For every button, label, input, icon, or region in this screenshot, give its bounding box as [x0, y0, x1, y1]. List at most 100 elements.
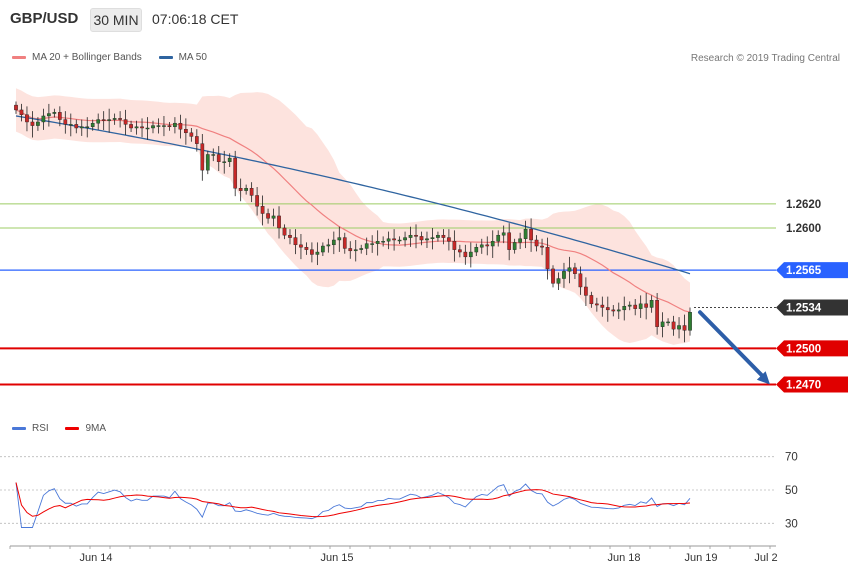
top-bar: GBP/USD 30 MIN 07:06:18 CET	[0, 0, 850, 40]
candle-body	[68, 124, 73, 126]
candle	[452, 230, 457, 262]
candle-body	[436, 234, 440, 238]
candle	[107, 108, 111, 133]
candle-body	[211, 154, 216, 156]
candle-body	[288, 234, 292, 238]
candle-body	[184, 128, 188, 134]
candle	[299, 233, 303, 260]
candle	[68, 113, 73, 137]
copyright-text: Research © 2019 Trading Central	[690, 53, 840, 64]
candle	[123, 109, 128, 135]
legend-rsi-ma-label: 9MA	[85, 423, 107, 434]
candle	[578, 266, 583, 295]
candle-body	[644, 303, 649, 308]
candle-body	[496, 234, 501, 242]
candle	[255, 187, 259, 216]
candle	[430, 227, 435, 250]
ma20-line	[15, 109, 691, 313]
candle-body	[293, 237, 298, 246]
candle-body	[370, 243, 375, 245]
candle-body	[282, 227, 287, 236]
level-lines	[0, 203, 776, 386]
legend-ma50-swatch	[158, 55, 173, 59]
price-label-tag	[776, 376, 848, 393]
candle	[233, 150, 238, 197]
candle	[364, 237, 369, 256]
candle-body	[14, 104, 18, 111]
legend-rsi-label: RSI	[32, 423, 49, 434]
candle-body	[660, 321, 665, 327]
candle	[167, 121, 172, 131]
candle	[479, 238, 484, 254]
candle	[282, 224, 287, 240]
candle	[655, 292, 659, 335]
candle	[85, 117, 90, 138]
candle-body	[425, 238, 429, 241]
candle	[627, 301, 632, 311]
candle-body	[227, 157, 232, 162]
price-label-text: 1.2620	[786, 199, 821, 211]
candle	[222, 150, 227, 174]
candle	[326, 238, 331, 253]
price-label-text: 1.2534	[786, 302, 822, 314]
candle	[30, 111, 35, 138]
candle	[584, 277, 588, 306]
candle	[677, 317, 681, 339]
candle	[573, 262, 577, 280]
candle-body	[556, 278, 561, 284]
candle	[408, 226, 413, 247]
candle-body	[529, 228, 533, 241]
candle	[562, 262, 566, 288]
candle-body	[47, 113, 51, 117]
candle	[96, 113, 101, 130]
candle	[671, 315, 676, 336]
candle	[496, 230, 501, 247]
candle-body	[277, 215, 281, 229]
candle-body	[331, 239, 336, 246]
candle-body	[485, 244, 490, 247]
candle-body	[441, 234, 446, 238]
candle	[501, 225, 506, 244]
price-label: 1.2600	[786, 223, 821, 235]
candle-body	[567, 267, 572, 272]
symbol-title: GBP/USD	[10, 10, 79, 27]
candle-body	[266, 213, 270, 219]
x-tick-label: Jun 19	[684, 552, 717, 564]
candle	[507, 223, 512, 261]
candle	[397, 236, 402, 244]
candle-body	[205, 154, 210, 171]
candle-body	[36, 121, 40, 126]
candle	[485, 236, 490, 256]
candle	[90, 119, 95, 131]
candle	[419, 231, 424, 246]
x-tick-label: Jul 2	[754, 552, 777, 564]
candle-body	[112, 118, 117, 120]
candle-body	[479, 244, 484, 248]
candle-body	[649, 300, 654, 308]
legend-bollinger-label: MA 20 + Bollinger Bands	[32, 52, 142, 63]
x-tick-label: Jun 14	[79, 552, 112, 564]
timeframe-button[interactable]: 30 MIN	[90, 8, 142, 32]
candle-body	[611, 309, 616, 312]
candle	[79, 119, 84, 136]
candle-body	[101, 119, 106, 121]
candle	[556, 272, 561, 290]
candle-body	[682, 325, 687, 331]
candle-body	[627, 304, 632, 307]
candle	[595, 297, 599, 312]
candle	[293, 229, 298, 255]
candle-body	[145, 127, 150, 130]
candle	[129, 120, 133, 132]
candle-body	[397, 239, 402, 242]
candle	[342, 232, 347, 254]
candle-body	[63, 119, 68, 125]
rsi-legend: RSI 9MA	[12, 423, 120, 434]
candle	[216, 146, 221, 171]
candle-body	[386, 238, 391, 242]
candle-body	[222, 161, 227, 163]
candle-body	[562, 271, 566, 279]
candle-body	[578, 273, 583, 288]
candle-body	[638, 303, 643, 309]
candle	[611, 305, 616, 317]
candle	[74, 119, 79, 134]
